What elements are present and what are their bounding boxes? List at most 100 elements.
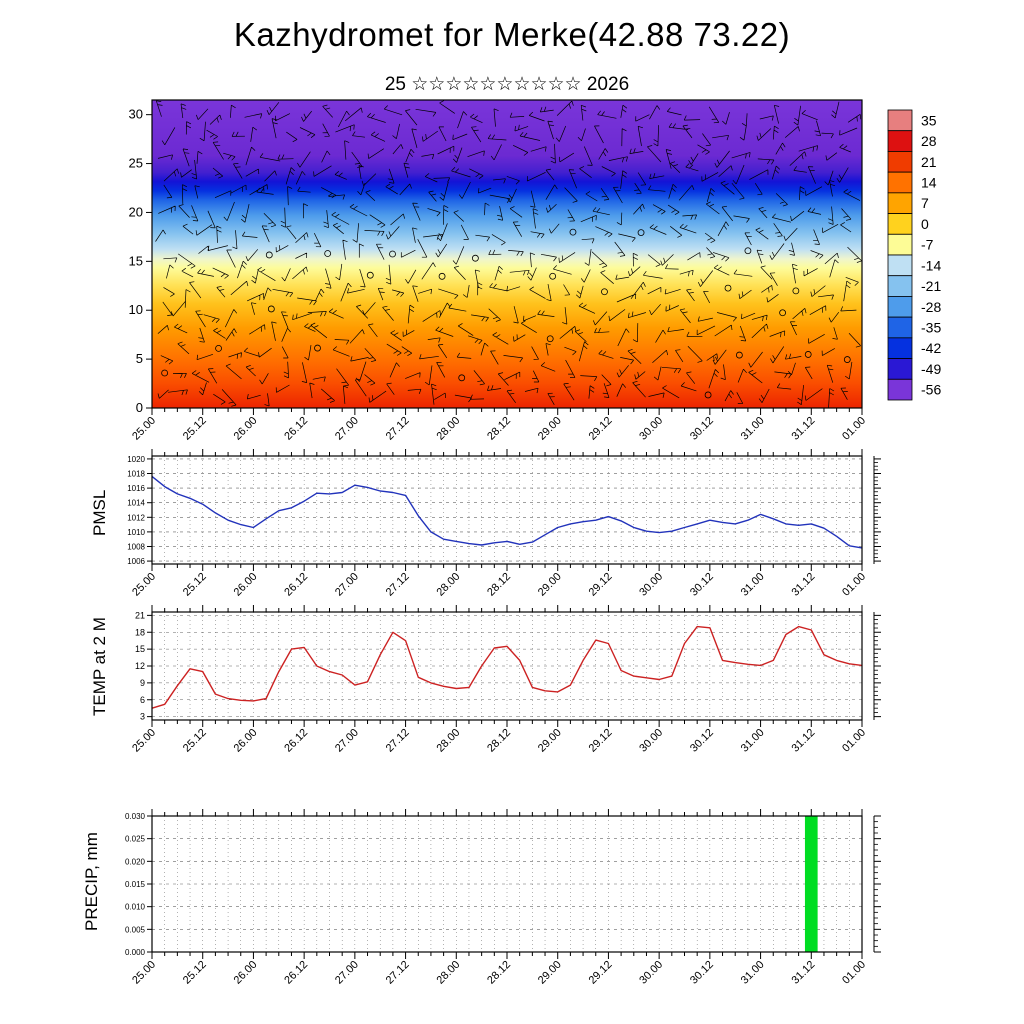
svg-text:5: 5 (136, 351, 143, 366)
svg-text:0.015: 0.015 (125, 880, 146, 889)
svg-text:25.00: 25.00 (130, 959, 158, 987)
svg-text:26.12: 26.12 (282, 959, 310, 987)
svg-text:28.00: 28.00 (434, 571, 462, 599)
svg-text:1012: 1012 (127, 513, 145, 522)
svg-text:10: 10 (129, 302, 143, 317)
svg-text:0.030: 0.030 (125, 812, 146, 821)
svg-text:25.00: 25.00 (130, 571, 158, 599)
svg-text:30.00: 30.00 (637, 571, 665, 599)
svg-text:21: 21 (921, 154, 937, 170)
svg-text:28.12: 28.12 (485, 727, 513, 755)
svg-text:31.12: 31.12 (789, 727, 817, 755)
svg-text:01.00: 01.00 (840, 571, 868, 599)
svg-text:30.00: 30.00 (637, 415, 665, 443)
svg-text:01.00: 01.00 (840, 727, 868, 755)
svg-text:29.00: 29.00 (536, 727, 564, 755)
svg-text:-49: -49 (921, 361, 941, 377)
svg-text:15: 15 (129, 253, 143, 268)
svg-text:18: 18 (135, 627, 145, 637)
svg-text:27.00: 27.00 (333, 959, 361, 987)
svg-text:01.00: 01.00 (840, 415, 868, 443)
pmsl-line (151, 475, 863, 549)
svg-text:0.005: 0.005 (125, 925, 146, 934)
svg-text:25.12: 25.12 (181, 727, 209, 755)
svg-text:27.12: 27.12 (384, 727, 412, 755)
svg-text:1010: 1010 (127, 528, 145, 537)
precip-panel: 0.000 0.005 0.010 0.015 0.020 0.025 0.030 25.00… (125, 809, 881, 987)
colorbar-segment (887, 130, 913, 152)
svg-text:25.12: 25.12 (181, 959, 209, 987)
colorbar-segment (887, 296, 913, 318)
svg-text:26.12: 26.12 (282, 571, 310, 599)
page-title: Kazhydromet for Merke(42.88 73.22) (233, 16, 791, 53)
svg-text:1006: 1006 (127, 557, 145, 566)
svg-text:29.12: 29.12 (587, 571, 615, 599)
svg-text:35: 35 (921, 112, 937, 128)
svg-text:7: 7 (921, 195, 929, 211)
svg-text:1008: 1008 (127, 542, 145, 551)
colorbar-segment (887, 171, 913, 194)
svg-text:31.12: 31.12 (789, 959, 817, 987)
svg-text:21: 21 (135, 610, 145, 620)
svg-text:26.00: 26.00 (232, 571, 260, 599)
svg-text:28.00: 28.00 (434, 415, 462, 443)
svg-text:-56: -56 (921, 382, 941, 398)
colorbar-segment (887, 192, 913, 214)
svg-text:30.00: 30.00 (637, 959, 665, 987)
svg-text:31.00: 31.00 (739, 571, 767, 599)
svg-text:25.00: 25.00 (130, 415, 158, 443)
svg-text:30.12: 30.12 (688, 727, 716, 755)
colorbar-segment (887, 213, 913, 235)
svg-text:31.12: 31.12 (789, 571, 817, 599)
svg-text:20: 20 (129, 204, 143, 219)
svg-text:25.00: 25.00 (130, 727, 158, 755)
svg-text:29.12: 29.12 (587, 727, 615, 755)
svg-text:26.00: 26.00 (232, 415, 260, 443)
pmsl-panel: 1006 1008 1010 1012 1014 1016 1018 1020 25.00 25.… (127, 449, 881, 599)
svg-text:0: 0 (136, 400, 143, 415)
svg-text:14: 14 (921, 175, 937, 191)
cross-section-panel: 0 5 10 15 20 25 30 25.00 25.12 26.00 26.12 27.00 27.… (129, 99, 868, 443)
svg-text:1020: 1020 (127, 455, 145, 464)
svg-text:30: 30 (129, 107, 143, 122)
svg-text:28.12: 28.12 (485, 415, 513, 443)
svg-text:30.12: 30.12 (688, 959, 716, 987)
svg-text:29.12: 29.12 (587, 959, 615, 987)
svg-text:-14: -14 (921, 257, 941, 273)
svg-text:29.12: 29.12 (587, 415, 615, 443)
colorbar-segment (887, 109, 913, 132)
svg-text:0.020: 0.020 (125, 857, 146, 866)
colorbar-segment (887, 275, 913, 297)
svg-text:26.12: 26.12 (282, 415, 310, 443)
svg-text:31.00: 31.00 (739, 415, 767, 443)
svg-text:1018: 1018 (127, 470, 145, 479)
svg-text:28.00: 28.00 (434, 959, 462, 987)
svg-text:28.12: 28.12 (485, 571, 513, 599)
svg-text:29.00: 29.00 (536, 415, 564, 443)
svg-text:12: 12 (135, 661, 145, 671)
svg-text:-21: -21 (921, 278, 941, 294)
svg-text:31.12: 31.12 (789, 415, 817, 443)
svg-text:25: 25 (129, 156, 143, 171)
svg-text:6: 6 (140, 695, 145, 705)
svg-text:30.00: 30.00 (637, 727, 665, 755)
svg-text:25.12: 25.12 (181, 571, 209, 599)
colorbar-segment (887, 254, 913, 277)
svg-text:29.00: 29.00 (536, 571, 564, 599)
svg-text:27.00: 27.00 (333, 727, 361, 755)
colorbar-segment (887, 316, 913, 339)
svg-text:26.00: 26.00 (232, 959, 260, 987)
svg-text:28: 28 (921, 133, 937, 149)
svg-text:26.12: 26.12 (282, 727, 310, 755)
svg-text:3: 3 (140, 712, 145, 722)
svg-text:26.00: 26.00 (232, 727, 260, 755)
svg-text:0.025: 0.025 (125, 835, 146, 844)
svg-text:31.00: 31.00 (739, 727, 767, 755)
date-subtitle: 25 ☆☆☆☆☆☆☆☆☆☆ 2026 (384, 74, 630, 95)
svg-text:15: 15 (135, 644, 145, 654)
temp2m-panel: 3 6 9 12 15 18 21 25.00 25.12 26.00 26.12 27.00 27.1… (130, 605, 881, 755)
svg-text:0.000: 0.000 (125, 948, 146, 957)
precip-bar (804, 816, 818, 952)
